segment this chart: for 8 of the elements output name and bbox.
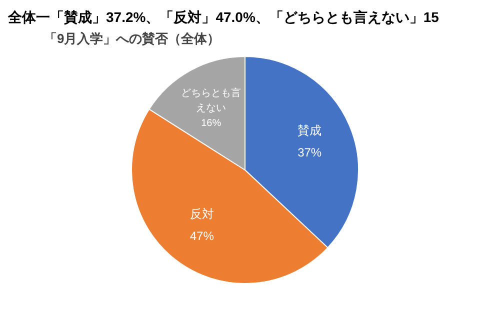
- chart-title: 全体一「賛成」37.2%、「反対」47.0%、「どちらとも言えない」15: [8, 8, 440, 26]
- data-label: 47%: [190, 228, 214, 243]
- chart-subtitle: 「9月入学」への賛否（全体）: [44, 30, 222, 48]
- data-label: 37%: [298, 145, 322, 160]
- data-label: 16%: [201, 118, 222, 130]
- slice-label: 反対: [190, 206, 214, 221]
- slice-label: どちらとも言えない: [181, 87, 242, 114]
- slice-label: 賛成: [298, 123, 322, 138]
